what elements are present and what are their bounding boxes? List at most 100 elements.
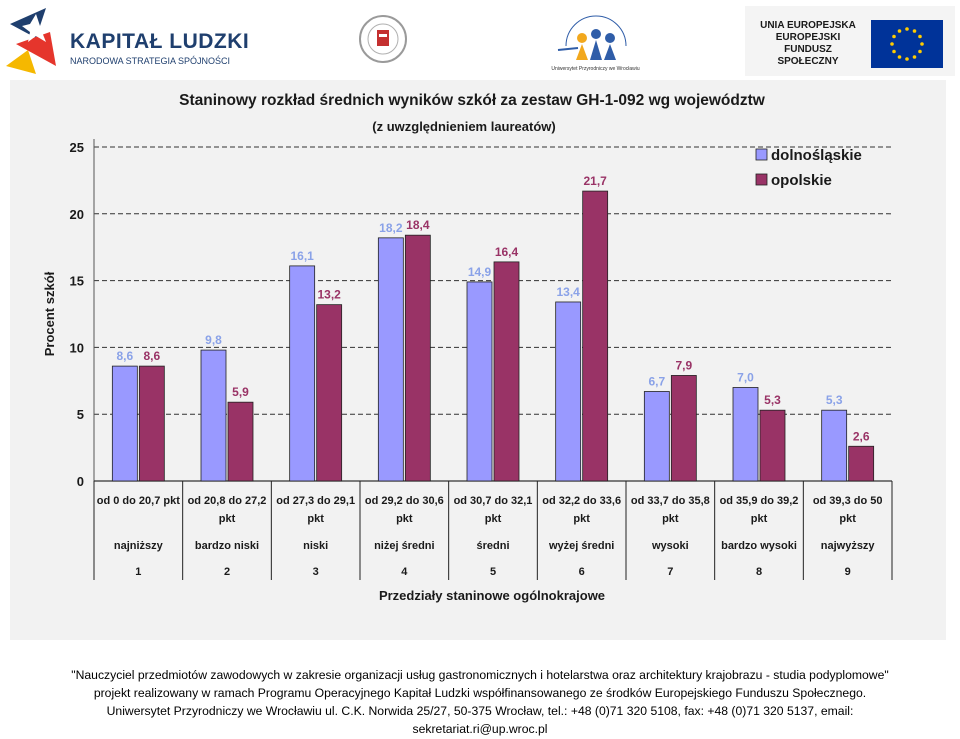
header-logos: KAPITAŁ LUDZKI NARODOWA STRATEGIA SPÓJNO… <box>0 0 960 80</box>
x-tick-number: 6 <box>579 566 585 578</box>
data-label: 5,3 <box>826 393 843 407</box>
x-tick-number: 1 <box>135 566 141 578</box>
y-tick-label: 15 <box>70 274 84 289</box>
x-tick-range-unit: pkt <box>839 513 856 525</box>
bar-opolskie <box>582 190 609 482</box>
data-label: 13,2 <box>317 288 341 302</box>
legend-label: opolskie <box>771 172 832 189</box>
data-label: 16,1 <box>290 249 314 263</box>
data-label: 9,8 <box>205 333 222 347</box>
bar-dolnoslaskie <box>466 281 493 482</box>
university-seal-logo <box>358 14 408 64</box>
eu-star-icon <box>905 27 909 31</box>
y-tick-label: 20 <box>70 207 84 222</box>
y-tick-label: 10 <box>70 340 84 355</box>
bar-dolnoslaskie <box>377 237 404 482</box>
x-tick-range: od 35,9 do 39,2 <box>720 495 799 507</box>
kapital-ludzki-title: KAPITAŁ LUDZKI <box>70 30 250 53</box>
eu-star-icon <box>890 42 894 46</box>
bar-opolskie <box>759 409 786 482</box>
x-tick-name: bardzo niski <box>195 540 259 552</box>
bar-chart: Staninowy rozkład średnich wyników szkół… <box>42 92 893 603</box>
data-label: 13,4 <box>556 285 580 299</box>
x-tick-range-unit: pkt <box>751 513 768 525</box>
data-label: 8,6 <box>116 349 133 363</box>
footer-email: sekretariat.ri@up.wroc.pl <box>412 722 548 736</box>
x-tick-range: od 27,3 do 29,1 <box>276 495 355 507</box>
x-axis-label: Przedziały staninowe ogólnokrajowe <box>379 588 605 603</box>
data-label: 21,7 <box>583 174 607 188</box>
y-tick-label: 0 <box>77 474 84 489</box>
x-tick-number: 5 <box>490 566 496 578</box>
y-axis-label: Procent szkół <box>42 271 57 356</box>
x-tick-name: średni <box>476 540 509 552</box>
x-tick-range: od 39,3 do 50 <box>813 495 883 507</box>
x-tick-range-unit: pkt <box>573 513 590 525</box>
y-tick-label: 25 <box>70 140 84 155</box>
bar-opolskie <box>493 261 520 482</box>
footer: "Nauczyciel przedmiotów zawodowych w zak… <box>0 666 960 738</box>
legend-label: dolnośląskie <box>771 147 862 164</box>
x-tick-range: od 32,2 do 33,6 <box>542 495 621 507</box>
x-tick-number: 4 <box>401 566 408 578</box>
eu-star-icon <box>897 29 902 33</box>
bar-dolnoslaskie <box>555 301 582 482</box>
x-tick-name: wysoki <box>651 540 689 552</box>
data-label: 5,3 <box>764 393 781 407</box>
kapital-ludzki-subtitle: NARODOWA STRATEGIA SPÓJNOŚCI <box>70 56 231 66</box>
nauczyciel-project-logo: Uniwersytet Przyrodniczy we Wrocławiu <box>548 10 643 72</box>
x-tick-range: od 0 do 20,7 pkt <box>97 495 180 507</box>
x-tick-range: od 30,7 do 32,1 <box>454 495 533 507</box>
eu-star-icon <box>892 34 896 39</box>
eu-flag-icon <box>871 20 943 68</box>
data-label: 2,6 <box>853 429 870 443</box>
bar-dolnoslaskie <box>821 409 848 482</box>
bar-opolskie <box>404 234 431 482</box>
x-tick-number: 2 <box>224 566 230 578</box>
eu-logo-text: UNIA EUROPEJSKA EUROPEJSKI FUNDUSZ SPOŁE… <box>753 20 863 68</box>
kapital-ludzki-star-icon <box>6 8 56 74</box>
bar-dolnoslaskie <box>289 265 316 482</box>
x-tick-range: od 20,8 do 27,2 <box>188 495 267 507</box>
data-label: 8,6 <box>143 349 160 363</box>
bar-opolskie <box>670 375 697 482</box>
x-tick-name: niski <box>303 540 328 552</box>
x-tick-range: od 33,7 do 35,8 <box>631 495 710 507</box>
x-tick-name: najniższy <box>114 540 164 552</box>
x-tick-name: niżej średni <box>374 540 435 552</box>
people-circle-icon <box>557 15 627 60</box>
data-label: 7,9 <box>675 358 692 372</box>
footer-funding-note: projekt realizowany w ramach Programu Op… <box>93 686 867 700</box>
x-tick-range-unit: pkt <box>485 513 502 525</box>
footer-address: Uniwersytet Przyrodniczy we Wrocławiu ul… <box>106 704 854 718</box>
x-tick-number: 8 <box>756 566 762 578</box>
x-tick-number: 7 <box>667 566 673 578</box>
chart-title: Staninowy rozkład średnich wyników szkół… <box>179 92 766 109</box>
eu-line-1: UNIA EUROPEJSKA <box>760 20 856 31</box>
data-label: 7,0 <box>737 370 754 384</box>
bar-dolnoslaskie <box>732 387 759 482</box>
x-tick-range-unit: pkt <box>662 513 679 525</box>
eu-line-3: FUNDUSZ SPOŁECZNY <box>777 44 839 67</box>
x-tick-range-unit: pkt <box>307 513 324 525</box>
eu-star-icon <box>912 29 917 33</box>
chart-subtitle: (z uwzględnieniem laureatów) <box>372 119 555 134</box>
x-tick-name: najwyższy <box>821 540 876 552</box>
bar-opolskie <box>138 365 165 482</box>
x-tick-range-unit: pkt <box>396 513 413 525</box>
legend-swatch <box>755 173 768 186</box>
data-label: 5,9 <box>232 385 249 399</box>
x-tick-range: od 29,2 do 30,6 <box>365 495 444 507</box>
kapital-ludzki-logo: KAPITAŁ LUDZKI NARODOWA STRATEGIA SPÓJNO… <box>6 4 256 76</box>
university-caption: Uniwersytet Przyrodniczy we Wrocławiu <box>551 66 640 72</box>
eu-star-icon <box>912 55 917 59</box>
eu-star-icon <box>918 49 922 54</box>
bar-dolnoslaskie <box>643 391 670 482</box>
data-label: 16,4 <box>495 245 519 259</box>
x-tick-name: wyżej średni <box>548 540 614 552</box>
data-label: 6,7 <box>648 374 665 388</box>
legend-swatch <box>755 148 768 161</box>
x-tick-range-unit: pkt <box>219 513 236 525</box>
x-tick-number: 3 <box>313 566 319 578</box>
data-label: 18,4 <box>406 218 430 232</box>
